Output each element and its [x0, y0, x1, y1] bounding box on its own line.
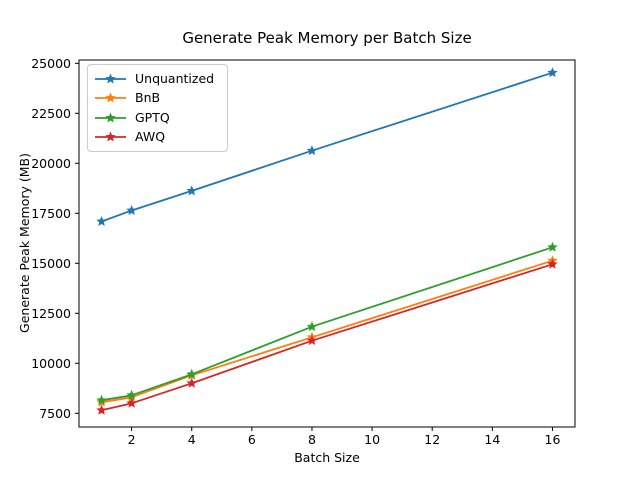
series-marker-awq	[126, 397, 137, 408]
legend-item-bnb: BnB	[95, 91, 227, 105]
x-tick-label: 4	[188, 432, 196, 447]
y-tick-label: 22500	[31, 106, 71, 121]
x-axis-label: Batch Size	[294, 450, 360, 465]
x-tick-label: 6	[248, 432, 256, 447]
legend-item-gptq: GPTQ	[95, 111, 227, 125]
legend-marker-gptq	[95, 112, 126, 123]
series-marker-awq	[96, 404, 107, 415]
series-marker-gptq	[547, 241, 558, 252]
legend-label-unquantized: Unquantized	[135, 70, 215, 86]
y-tick-label: 10000	[31, 356, 71, 371]
series-marker-unquantized	[186, 185, 197, 196]
legend: Unquantized BnB GPTQ AWQ	[87, 64, 228, 152]
series-marker-gptq	[96, 394, 107, 405]
y-axis-label-text: Generate Peak Memory (MB)	[17, 153, 32, 333]
y-tick-label: 25000	[31, 56, 71, 71]
series-marker-unquantized	[96, 216, 107, 226]
y-tick-label: 15000	[31, 256, 71, 271]
series-marker-gptq	[126, 389, 137, 400]
series-line-awq	[101, 263, 553, 412]
x-tick-label: 2	[128, 432, 136, 447]
series-marker-unquantized	[547, 67, 558, 78]
legend-marker-awq	[95, 131, 126, 142]
series-marker-gptq	[306, 321, 318, 332]
series-marker-unquantized	[126, 205, 137, 215]
y-tick-label: 17500	[31, 206, 71, 221]
series-marker-gptq	[186, 368, 197, 379]
series-line-gptq	[101, 246, 553, 402]
series-marker-awq	[547, 258, 558, 269]
y-tick-label: 12500	[31, 306, 71, 321]
legend-item-awq: AWQ	[95, 130, 227, 144]
legend-marker-unquantized	[95, 73, 126, 84]
y-tick-label: 20000	[31, 156, 71, 171]
series-marker-awq	[186, 377, 197, 388]
axes-spines	[78, 59, 576, 428]
legend-marker-bnb	[95, 92, 126, 103]
legend-label-bnb: BnB	[135, 90, 161, 105]
x-tick-label: 10	[364, 432, 380, 447]
x-tick-label: 14	[484, 432, 500, 447]
x-tick-label: 16	[545, 432, 561, 447]
series-marker-unquantized	[306, 145, 318, 156]
y-tick-label: 7500	[39, 406, 71, 421]
x-tick-label: 8	[308, 432, 316, 447]
legend-item-unquantized: Unquantized	[95, 72, 227, 86]
series-line-bnb	[101, 259, 553, 404]
chart-title: Generate Peak Memory per Batch Size	[182, 29, 472, 47]
x-tick-label: 12	[424, 432, 440, 447]
legend-label-awq: AWQ	[135, 129, 166, 144]
legend-label-gptq: GPTQ	[135, 109, 170, 125]
series-marker-awq	[306, 335, 318, 346]
